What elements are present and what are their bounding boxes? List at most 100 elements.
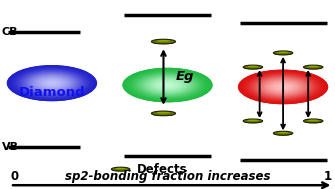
Ellipse shape xyxy=(35,76,69,90)
Ellipse shape xyxy=(249,74,318,100)
Ellipse shape xyxy=(158,81,177,89)
Ellipse shape xyxy=(38,77,66,89)
Ellipse shape xyxy=(20,70,84,96)
Ellipse shape xyxy=(272,83,294,91)
Ellipse shape xyxy=(271,82,295,91)
Ellipse shape xyxy=(8,66,95,101)
Ellipse shape xyxy=(251,74,315,99)
Ellipse shape xyxy=(8,65,96,101)
Ellipse shape xyxy=(266,80,300,94)
Ellipse shape xyxy=(23,72,81,95)
Ellipse shape xyxy=(142,75,193,95)
Ellipse shape xyxy=(150,79,185,92)
Ellipse shape xyxy=(248,73,319,101)
Ellipse shape xyxy=(40,78,64,88)
Ellipse shape xyxy=(116,168,126,169)
Ellipse shape xyxy=(252,75,314,99)
Ellipse shape xyxy=(12,67,91,99)
Ellipse shape xyxy=(141,75,194,95)
Ellipse shape xyxy=(243,71,323,102)
Ellipse shape xyxy=(49,82,55,84)
Ellipse shape xyxy=(274,84,292,90)
Ellipse shape xyxy=(123,68,212,102)
Ellipse shape xyxy=(43,80,61,87)
Ellipse shape xyxy=(305,67,322,69)
Ellipse shape xyxy=(157,81,178,89)
Ellipse shape xyxy=(41,79,63,88)
Ellipse shape xyxy=(145,77,190,94)
Ellipse shape xyxy=(21,71,83,96)
Ellipse shape xyxy=(144,76,191,94)
Ellipse shape xyxy=(29,74,75,92)
Ellipse shape xyxy=(140,74,195,96)
Ellipse shape xyxy=(259,78,308,96)
Ellipse shape xyxy=(280,86,286,88)
Ellipse shape xyxy=(245,72,321,101)
Ellipse shape xyxy=(161,83,174,88)
Ellipse shape xyxy=(22,71,82,95)
Ellipse shape xyxy=(166,84,169,86)
Ellipse shape xyxy=(304,65,323,69)
Ellipse shape xyxy=(165,84,170,86)
Ellipse shape xyxy=(159,82,176,88)
Ellipse shape xyxy=(273,131,293,135)
Ellipse shape xyxy=(278,132,288,133)
Ellipse shape xyxy=(31,75,73,91)
Ellipse shape xyxy=(257,77,309,97)
Ellipse shape xyxy=(258,77,308,97)
Ellipse shape xyxy=(7,65,97,101)
Ellipse shape xyxy=(262,79,304,95)
Ellipse shape xyxy=(243,119,263,123)
Ellipse shape xyxy=(248,74,318,100)
Ellipse shape xyxy=(162,83,173,87)
Ellipse shape xyxy=(34,76,70,90)
Ellipse shape xyxy=(259,78,307,96)
Ellipse shape xyxy=(277,85,289,89)
Ellipse shape xyxy=(31,75,72,91)
Ellipse shape xyxy=(131,71,204,99)
Ellipse shape xyxy=(138,74,197,97)
Ellipse shape xyxy=(253,75,313,98)
Ellipse shape xyxy=(241,71,325,103)
Ellipse shape xyxy=(17,69,86,97)
Ellipse shape xyxy=(255,76,311,98)
Ellipse shape xyxy=(277,84,289,89)
Ellipse shape xyxy=(143,76,192,94)
Ellipse shape xyxy=(132,72,203,98)
Ellipse shape xyxy=(148,77,187,93)
Ellipse shape xyxy=(239,70,327,104)
Ellipse shape xyxy=(247,73,319,101)
Ellipse shape xyxy=(38,78,65,89)
Ellipse shape xyxy=(134,72,201,98)
Ellipse shape xyxy=(157,40,170,42)
Ellipse shape xyxy=(36,77,68,90)
Ellipse shape xyxy=(24,72,80,94)
Ellipse shape xyxy=(246,73,320,101)
Ellipse shape xyxy=(18,70,85,97)
Ellipse shape xyxy=(44,80,60,86)
Ellipse shape xyxy=(16,69,87,98)
Text: 1: 1 xyxy=(323,170,331,183)
Ellipse shape xyxy=(161,82,174,88)
Ellipse shape xyxy=(19,70,85,96)
Ellipse shape xyxy=(156,81,179,89)
Ellipse shape xyxy=(263,79,303,94)
Ellipse shape xyxy=(154,80,181,90)
Ellipse shape xyxy=(32,75,72,91)
Ellipse shape xyxy=(281,86,285,88)
Ellipse shape xyxy=(278,85,288,89)
Ellipse shape xyxy=(165,84,170,86)
Ellipse shape xyxy=(276,84,290,90)
Ellipse shape xyxy=(122,68,213,102)
Ellipse shape xyxy=(16,69,88,98)
Ellipse shape xyxy=(127,70,208,101)
Ellipse shape xyxy=(129,70,206,100)
Ellipse shape xyxy=(267,81,299,93)
Ellipse shape xyxy=(268,81,298,93)
Ellipse shape xyxy=(260,78,306,96)
Ellipse shape xyxy=(245,72,322,102)
Ellipse shape xyxy=(159,82,176,88)
Text: CB: CB xyxy=(2,27,18,37)
Ellipse shape xyxy=(7,65,96,101)
Ellipse shape xyxy=(30,74,73,92)
